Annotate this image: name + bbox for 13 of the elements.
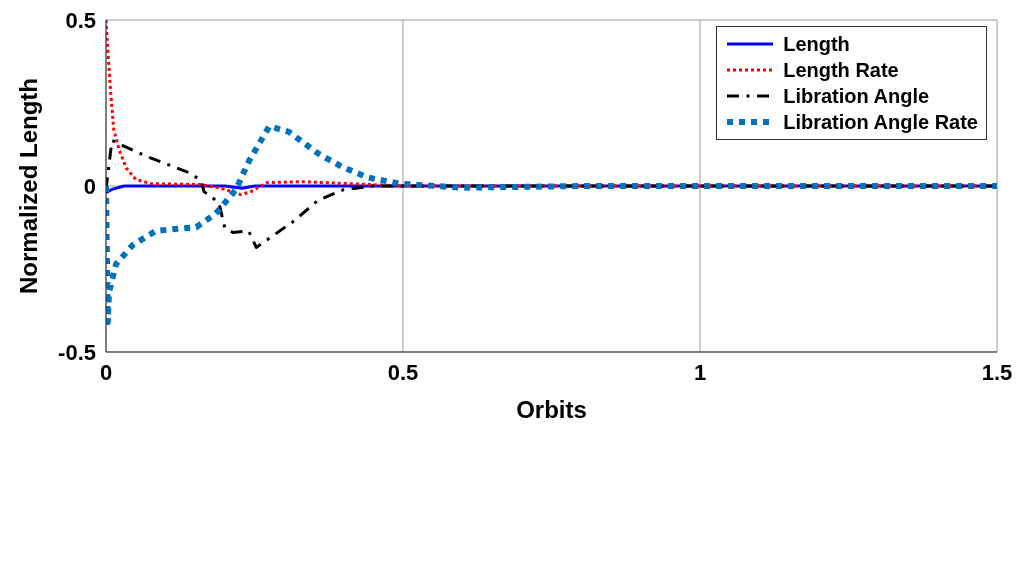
legend-label: Length xyxy=(783,32,850,56)
x-tick-label: 0 xyxy=(99,359,113,385)
y-tick-label: 0.5 xyxy=(65,7,96,33)
legend-label: Libration Angle xyxy=(783,84,930,108)
x-axis-title: Orbits xyxy=(516,396,587,423)
x-tick-label: 1.5 xyxy=(981,359,1013,385)
legend-label: Length Rate xyxy=(783,58,899,82)
y-tick-label: 0 xyxy=(83,173,96,199)
y-tick-label: -0.5 xyxy=(58,339,96,365)
legend-label: Libration Angle Rate xyxy=(783,110,978,134)
x-tick-label: 0.5 xyxy=(387,359,419,385)
y-axis-title: Normalized Length xyxy=(14,77,42,295)
x-tick-label: 1 xyxy=(693,359,707,385)
